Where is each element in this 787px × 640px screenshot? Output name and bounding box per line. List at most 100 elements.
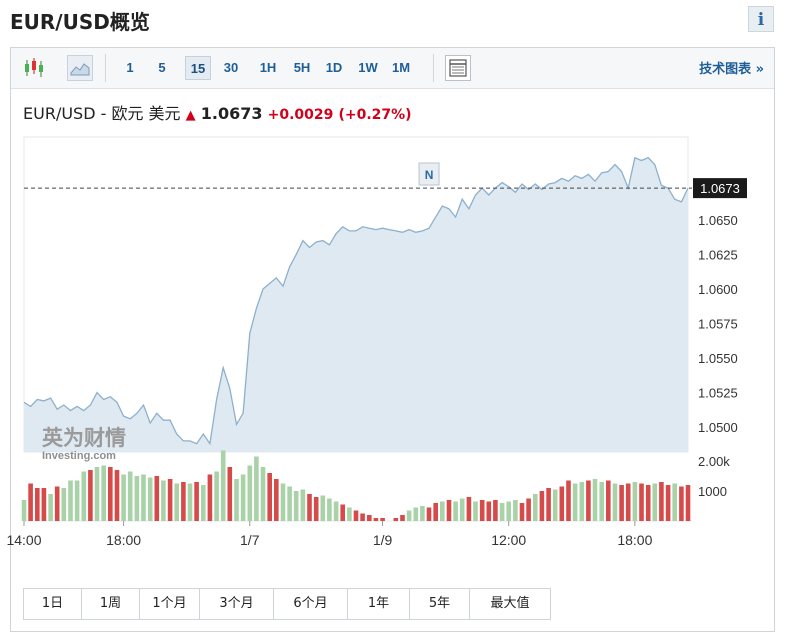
timeframe-1h[interactable]: 1H	[259, 60, 277, 75]
watermark-en: Investing.com	[42, 450, 116, 462]
page-title: EUR/USD概览	[10, 10, 150, 34]
timeframe-1w[interactable]: 1W	[358, 60, 378, 75]
volume-bar	[21, 500, 27, 521]
x-tick-label: 1/9	[373, 532, 393, 548]
candlestick-icon[interactable]	[21, 55, 47, 81]
volume-bar	[566, 480, 571, 521]
x-tick-label: 1/7	[240, 532, 260, 548]
timeframe-15[interactable]: 15	[185, 56, 211, 80]
volume-bar	[313, 497, 319, 521]
table-layout-icon[interactable]	[445, 55, 471, 81]
volume-bar	[35, 488, 40, 521]
volume-bar	[220, 450, 226, 521]
timeframe-5h[interactable]: 5H	[293, 60, 311, 75]
volume-bar	[652, 483, 658, 521]
info-button[interactable]: i	[748, 6, 774, 32]
volume-bar	[214, 471, 219, 521]
timeframe-1m[interactable]: 1M	[391, 60, 411, 75]
volume-bar	[260, 467, 266, 521]
range-button-7[interactable]: 最大值	[490, 596, 530, 611]
volume-bar	[639, 483, 644, 521]
volume-bar	[154, 476, 160, 521]
timeframe-5[interactable]: 5	[158, 60, 166, 75]
volume-bar	[94, 467, 100, 521]
volume-bar	[579, 482, 585, 521]
watermark-cn: 英为财情	[42, 426, 126, 450]
range-button-1[interactable]: 1周	[82, 589, 140, 619]
volume-bar	[559, 486, 565, 521]
volume-bar	[413, 507, 419, 521]
chart-panel: 1 5 15 30 1H 5H 1D 1W 1M 技术图表 » EUR/USD - 欧元 美元 …	[10, 47, 775, 632]
volume-bar	[108, 467, 113, 521]
volume-bar	[81, 471, 87, 521]
volume-bar	[167, 479, 173, 521]
volume-bar	[147, 477, 153, 521]
chart-toolbar: 1 5 15 30 1H 5H 1D 1W 1M 技术图表 »	[11, 48, 774, 89]
volume-bar	[473, 501, 478, 521]
range-button-6[interactable]: 5年	[410, 589, 470, 619]
volume-bar	[247, 465, 253, 521]
volume-bar	[48, 494, 53, 521]
quote-line: EUR/USD - 欧元 美元 ▲ 1.0673 +0.0029 (+0.27%…	[23, 100, 412, 124]
range-button-4[interactable]: 6个月	[274, 589, 348, 619]
volume-bar	[88, 470, 93, 521]
volume-bar	[592, 479, 598, 521]
volume-bar	[665, 485, 671, 521]
volume-bar	[539, 491, 545, 521]
volume-bar	[679, 486, 684, 521]
volume-bar	[519, 503, 525, 521]
volume-bar	[586, 480, 591, 521]
volume-bar	[300, 489, 306, 521]
volume-bar	[625, 483, 631, 521]
up-arrow-icon: ▲	[185, 108, 196, 123]
volume-bar	[440, 501, 445, 521]
volume-bar	[287, 486, 292, 521]
y-tick-label: 1.0625	[698, 247, 738, 262]
volume-bar	[367, 515, 372, 521]
volume-bar	[293, 491, 299, 521]
volume-bar	[134, 476, 140, 521]
range-button-2[interactable]: 1个月	[140, 589, 200, 619]
timeframe-30[interactable]: 30	[223, 60, 239, 75]
range-selector: 1日 1周 1个月 3个月 6个月 1年 5年 最大值	[23, 588, 551, 620]
volume-bar	[380, 518, 385, 521]
volume-bar	[546, 488, 551, 521]
volume-bar	[187, 483, 193, 521]
volume-bar	[127, 471, 133, 521]
area-chart-icon[interactable]	[67, 55, 93, 81]
x-tick-label: 12:00	[491, 532, 526, 548]
timeframe-1[interactable]: 1	[126, 60, 134, 75]
y-tick-label: 1.0550	[698, 351, 738, 366]
range-button-3[interactable]: 3个月	[200, 589, 274, 619]
price-change: +0.0029	[267, 107, 334, 123]
volume-tick-label: 1000	[698, 484, 727, 499]
volume-bar	[619, 485, 624, 521]
volume-bar	[114, 470, 120, 521]
range-button-0[interactable]: 1日	[24, 589, 82, 619]
volume-bar	[340, 504, 345, 521]
volume-bar	[400, 515, 405, 521]
volume-bar	[552, 489, 558, 521]
volume-bar	[254, 456, 259, 521]
volume-bar	[201, 485, 206, 521]
volume-bar	[420, 506, 425, 521]
volume-bar	[685, 485, 691, 521]
volume-bar	[54, 486, 60, 521]
volume-bar	[280, 483, 286, 521]
volume-tick-label: 2.00k	[698, 454, 730, 469]
volume-bar	[360, 513, 365, 521]
volume-bar	[41, 488, 47, 521]
timeframe-1d[interactable]: 1D	[325, 60, 343, 75]
volume-bar	[499, 503, 505, 521]
volume-bar	[194, 482, 199, 521]
range-button-5[interactable]: 1年	[348, 589, 410, 619]
volume-bar	[533, 494, 538, 521]
volume-bar	[526, 498, 531, 521]
volume-bar	[513, 500, 518, 521]
volume-bar	[234, 479, 239, 521]
volume-bar	[426, 507, 432, 521]
volume-bar	[240, 474, 246, 521]
current-price-tag-label: 1.0673	[700, 181, 740, 196]
price-line	[23, 156, 689, 446]
technical-chart-link[interactable]: 技术图表 »	[699, 62, 764, 77]
